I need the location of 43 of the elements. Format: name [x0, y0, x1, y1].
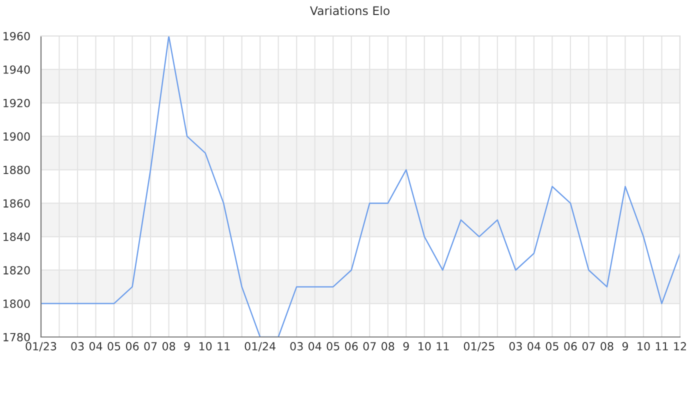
x-tick-label: 04: [528, 342, 540, 350]
y-tick-label: 1880: [4, 166, 30, 174]
x-tick-label: 05: [326, 342, 340, 350]
x-tick-label: 11: [656, 342, 668, 350]
x-tick-label: 07: [582, 342, 595, 350]
x-tick-label: 05: [108, 342, 120, 350]
x-tick-label: 10: [638, 342, 650, 350]
x-tick-label: 08: [382, 342, 394, 350]
x-tick-label: 03: [71, 342, 84, 350]
x-tick-label: 9: [184, 342, 190, 350]
y-tick-label: 1920: [4, 98, 30, 108]
x-tick-label: 03: [290, 342, 303, 350]
chart-title: Variations Elo: [310, 6, 390, 16]
y-tick-label: 1820: [4, 266, 30, 274]
x-tick-label: 07: [144, 342, 157, 350]
x-tick-label: 01/24: [244, 342, 276, 352]
x-tick-label: 08: [600, 342, 614, 350]
line-series: [41, 36, 680, 337]
x-tick-label: 9: [622, 342, 628, 350]
x-tick-label: 05: [546, 342, 558, 350]
x-tick-label: 9: [403, 342, 409, 350]
y-tick-label: 1860: [4, 199, 30, 208]
y-tick-label: 1900: [4, 132, 30, 141]
x-tick-label: 04: [89, 342, 102, 350]
x-tick-label: 01/23: [26, 342, 56, 352]
y-tick-label: 1800: [4, 300, 30, 308]
x-tick-label: 01/25: [464, 342, 494, 352]
x-tick-label: 03: [509, 342, 522, 350]
y-tick-label: 1840: [4, 232, 30, 242]
y-tick-label: 1940: [4, 65, 30, 74]
x-tick-label: 10: [418, 342, 431, 350]
x-tick-label: 12: [674, 342, 686, 350]
x-tick-label: 11: [436, 342, 449, 350]
x-tick-label: 06: [126, 342, 139, 350]
x-tick-label: 06: [564, 342, 577, 350]
x-tick-label: 06: [345, 342, 358, 350]
x-tick-label: 07: [363, 342, 376, 350]
x-tick-label: 11: [218, 342, 230, 350]
y-tick-label: 1780: [4, 332, 30, 342]
x-tick-label: 10: [199, 342, 212, 350]
y-tick-label: 1960: [4, 32, 30, 40]
x-tick-label: 04: [308, 342, 322, 350]
x-tick-label: 08: [162, 342, 176, 350]
